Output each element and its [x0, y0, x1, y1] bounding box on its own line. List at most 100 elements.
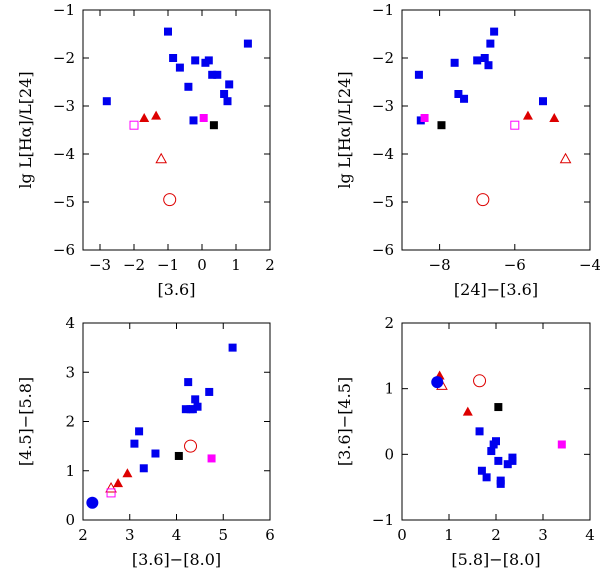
y-tick-label: 2 — [384, 314, 394, 332]
x-tick-label: 0 — [197, 256, 207, 274]
x-axis-label: [3.6]−[8.0] — [132, 550, 221, 569]
data-point-square — [174, 451, 183, 460]
data-point-square — [191, 56, 200, 65]
y-axis-label: [4.5]−[5.8] — [16, 377, 35, 466]
data-point-square — [213, 70, 222, 79]
data-point-square — [169, 54, 178, 62]
x-tick-label: 5 — [218, 526, 228, 544]
data-point-square — [207, 454, 216, 463]
data-point-square — [490, 27, 499, 36]
data-point-square — [450, 58, 459, 67]
y-tick-label: 3 — [65, 363, 75, 381]
x-tick-label: 6 — [265, 526, 275, 544]
data-point-square — [484, 61, 493, 70]
plot-frame — [82, 322, 271, 521]
data-point-triangle — [151, 110, 162, 120]
y-axis-label: [3.6]−[4.5] — [335, 377, 354, 466]
data-point-square — [228, 343, 237, 352]
data-point-triangle — [139, 113, 150, 122]
data-point-square — [199, 114, 208, 122]
y-tick-label: −1 — [372, 1, 394, 19]
y-tick-label: −1 — [53, 1, 75, 19]
y-tick-label: −2 — [372, 49, 394, 67]
data-point-open-circle — [184, 439, 198, 453]
data-point-square — [184, 82, 193, 91]
y-tick-label: −2 — [53, 49, 75, 67]
y-tick-label: 1 — [65, 462, 75, 480]
data-point-square — [475, 427, 484, 436]
data-point-square — [184, 378, 193, 387]
data-point-square — [188, 405, 197, 414]
data-point-square — [482, 473, 491, 482]
x-tick-label: 4 — [172, 526, 182, 544]
data-point-square — [486, 39, 495, 48]
data-point-open-circle — [473, 374, 487, 388]
data-point-square — [135, 427, 144, 436]
data-point-square — [151, 449, 160, 458]
data-point-open-circle — [476, 193, 490, 207]
data-point-open-square — [510, 120, 520, 130]
data-point-square — [473, 56, 482, 65]
data-point-square — [508, 456, 517, 465]
data-point-square — [164, 27, 172, 36]
y-tick-label: 1 — [384, 380, 394, 398]
x-tick-label: −3 — [89, 256, 111, 274]
data-point-triangle — [122, 468, 133, 478]
data-point-triangle — [549, 113, 560, 122]
panel-1: −3 −2 −1 0 1 2 −6 −5 −4 −3 −2 −1 [3.6] lg L[Hα]/L[24] — [16, 1, 275, 299]
x-tick-label: 4 — [585, 526, 595, 544]
data-point-square — [139, 464, 148, 473]
x-axis-label: [5.8]−[8.0] — [451, 550, 540, 569]
x-tick-label: 2 — [78, 526, 88, 544]
data-point-square — [175, 63, 184, 72]
data-point-square — [492, 437, 500, 446]
data-point-square — [191, 395, 200, 404]
data-point-square — [480, 54, 489, 62]
data-point-square — [494, 456, 503, 465]
data-point-square — [181, 405, 190, 414]
x-axis-label: [3.6] — [158, 280, 196, 299]
data-point-open-triangle — [155, 152, 168, 164]
y-tick-label: −5 — [53, 193, 75, 211]
y-tick-label: 4 — [65, 314, 75, 332]
data-point-square — [102, 97, 111, 106]
data-point-triangle — [522, 110, 533, 120]
data-point-square — [220, 90, 229, 98]
x-tick-label: 1 — [444, 526, 454, 544]
data-point-square — [420, 114, 429, 122]
data-point-square — [225, 80, 234, 89]
y-tick-label: 0 — [65, 511, 75, 529]
data-point-square — [454, 90, 463, 98]
data-point-square — [130, 439, 139, 448]
x-tick-label: 2 — [265, 256, 275, 274]
data-point-square — [243, 39, 252, 48]
data-point-square — [539, 97, 547, 106]
data-point-square — [487, 447, 496, 456]
data-point-square — [414, 70, 423, 79]
x-tick-label: 0 — [397, 526, 407, 544]
panel-2: −8 −6 −4 −6 −5 −4 −3 −2 −1 [24]−[3.6] lg L[Hα]/L[2… — [335, 1, 600, 299]
data-point-square — [557, 440, 566, 449]
y-tick-label: 0 — [384, 445, 394, 463]
data-point-circle — [86, 496, 99, 509]
x-tick-label: 2 — [491, 526, 501, 544]
y-tick-label: −5 — [372, 193, 394, 211]
y-tick-label: −6 — [372, 241, 394, 259]
y-axis-label: lg L[Hα]/L[24] — [335, 71, 354, 188]
y-tick-label: −4 — [372, 145, 394, 163]
x-tick-label: 3 — [538, 526, 548, 544]
data-point-square — [494, 403, 503, 412]
data-point-triangle — [462, 406, 473, 416]
x-tick-label: 3 — [125, 526, 135, 544]
data-point-square — [460, 94, 469, 103]
data-point-square — [193, 402, 202, 411]
data-point-open-circle — [163, 193, 177, 207]
x-tick-label: −8 — [429, 256, 451, 274]
x-tick-label: −4 — [579, 256, 600, 274]
data-point-open-triangle — [105, 481, 117, 493]
data-point-square — [209, 121, 218, 130]
x-tick-label: −2 — [123, 256, 145, 274]
data-point-square — [503, 460, 512, 469]
